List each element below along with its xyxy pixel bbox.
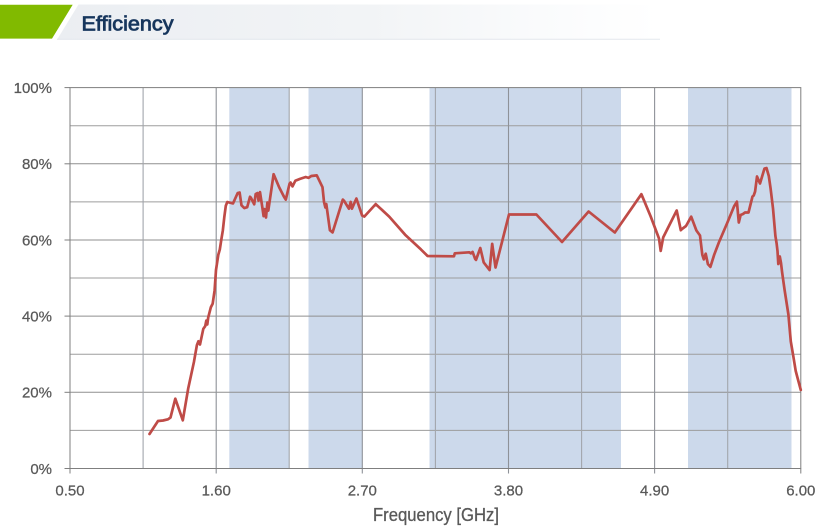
svg-text:100%: 100%: [14, 80, 52, 97]
svg-text:2.70: 2.70: [348, 483, 377, 500]
svg-text:40%: 40%: [22, 308, 52, 325]
svg-text:20%: 20%: [22, 385, 52, 402]
svg-text:0.50: 0.50: [55, 483, 84, 500]
svg-text:Efficiency: Efficiency: [82, 12, 175, 35]
svg-text:0%: 0%: [30, 461, 52, 478]
svg-text:1.60: 1.60: [202, 483, 231, 500]
svg-text:60%: 60%: [22, 232, 52, 249]
svg-text:3.80: 3.80: [494, 483, 523, 500]
svg-text:4.90: 4.90: [640, 483, 669, 500]
svg-text:80%: 80%: [22, 156, 52, 173]
svg-text:6.00: 6.00: [786, 483, 815, 500]
svg-text:Frequency [GHz]: Frequency [GHz]: [373, 505, 499, 525]
